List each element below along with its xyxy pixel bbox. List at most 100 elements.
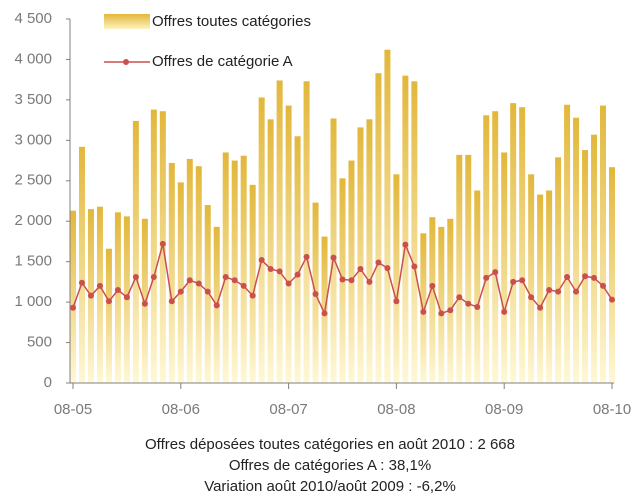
line-marker	[357, 265, 364, 272]
bar	[501, 152, 508, 383]
line-marker	[321, 310, 328, 317]
bar	[564, 104, 571, 384]
line-marker	[519, 277, 526, 284]
y-tick-label: 1 500	[14, 253, 52, 270]
bar	[132, 120, 139, 384]
line-marker	[573, 288, 580, 295]
line-marker	[240, 282, 247, 289]
bar	[411, 81, 418, 383]
line-marker	[411, 263, 418, 270]
line-marker	[303, 253, 310, 260]
y-tick-label: 3 500	[14, 91, 52, 108]
bar	[195, 166, 202, 383]
bar	[96, 206, 103, 383]
line-marker	[591, 274, 598, 281]
y-tick-label: 0	[44, 374, 52, 391]
bar	[150, 109, 157, 384]
bar	[105, 248, 112, 383]
line-marker	[537, 304, 544, 311]
line-marker	[402, 241, 409, 248]
x-tick-label: 08-07	[269, 401, 307, 418]
bar	[357, 127, 364, 383]
bar	[438, 226, 445, 383]
line-marker	[492, 269, 499, 276]
x-tick-label: 08-08	[377, 401, 415, 418]
line-marker	[177, 288, 184, 295]
bar	[240, 155, 247, 383]
bar	[114, 212, 121, 383]
x-tick-label: 08-09	[485, 401, 523, 418]
y-tick-label: 4 000	[14, 50, 52, 67]
line-marker	[438, 310, 445, 317]
bar	[429, 217, 436, 383]
line-marker	[78, 279, 85, 286]
line-marker	[348, 277, 355, 284]
bar	[456, 154, 463, 383]
line-marker	[420, 308, 427, 315]
bar	[555, 157, 562, 383]
legend-label: Offres toutes catégories	[152, 13, 311, 30]
line-marker	[600, 282, 607, 289]
legend-swatch-bar	[104, 14, 150, 29]
legend-label: Offres de catégorie A	[152, 53, 293, 70]
line-marker	[366, 278, 373, 285]
line-marker	[267, 265, 274, 272]
line-marker	[222, 274, 229, 281]
bar	[249, 184, 256, 383]
bar	[267, 119, 274, 384]
line-marker	[70, 304, 76, 311]
bar	[582, 150, 589, 383]
bar	[483, 115, 490, 383]
bar	[528, 174, 535, 383]
line-marker	[447, 307, 454, 314]
y-tick-label: 2 500	[14, 172, 52, 189]
line-marker	[294, 271, 301, 278]
x-tick-label: 08-10	[593, 401, 631, 418]
line-marker	[555, 288, 562, 295]
bar	[402, 75, 409, 383]
line-marker	[231, 277, 238, 284]
line-marker	[501, 308, 508, 315]
bar	[348, 160, 355, 383]
line-marker	[330, 254, 337, 261]
line-marker	[582, 273, 589, 280]
line-marker	[105, 298, 112, 305]
line-marker	[510, 278, 517, 285]
bar	[258, 97, 265, 383]
bar	[177, 182, 184, 383]
line-marker	[159, 240, 166, 247]
bar	[474, 190, 481, 383]
line-marker	[141, 300, 148, 307]
note: Offres déposées toutes catégories en aoû…	[145, 436, 515, 453]
bar	[573, 117, 580, 383]
bar	[70, 210, 76, 383]
bar	[276, 80, 283, 383]
bar	[465, 154, 472, 383]
line-marker	[114, 286, 121, 293]
line-marker	[150, 274, 157, 281]
line-marker	[285, 280, 292, 287]
bar	[492, 111, 499, 384]
bar	[384, 49, 391, 383]
bar	[510, 103, 517, 383]
line-marker	[132, 274, 139, 281]
line-marker	[249, 292, 256, 299]
line-marker	[456, 294, 463, 301]
bar	[546, 190, 553, 383]
line-marker	[213, 302, 220, 309]
bar	[366, 119, 373, 384]
bar	[303, 81, 310, 383]
legend-marker	[123, 59, 129, 65]
line-marker	[87, 292, 94, 299]
bar	[285, 105, 292, 383]
line-marker	[186, 277, 193, 284]
line-marker	[276, 268, 283, 275]
note: Offres de catégories A : 38,1%	[229, 457, 431, 474]
y-tick-label: 4 500	[14, 10, 52, 27]
x-tick-label: 08-05	[54, 401, 92, 418]
line-marker	[339, 276, 346, 283]
line-marker	[429, 282, 436, 289]
bar	[609, 167, 615, 383]
line-marker	[393, 298, 400, 305]
